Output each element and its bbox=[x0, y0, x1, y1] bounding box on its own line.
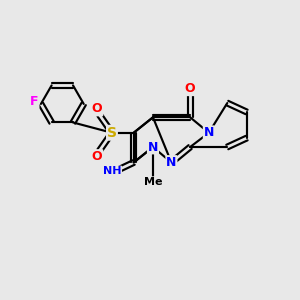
Text: O: O bbox=[185, 82, 195, 95]
Text: N: N bbox=[148, 140, 158, 154]
Text: O: O bbox=[92, 103, 102, 116]
Text: NH: NH bbox=[103, 167, 121, 176]
Text: Me: Me bbox=[144, 177, 162, 187]
Text: N: N bbox=[204, 126, 214, 139]
Text: O: O bbox=[92, 150, 102, 163]
Text: N: N bbox=[166, 156, 177, 169]
Text: S: S bbox=[107, 126, 117, 140]
Text: F: F bbox=[30, 95, 39, 108]
